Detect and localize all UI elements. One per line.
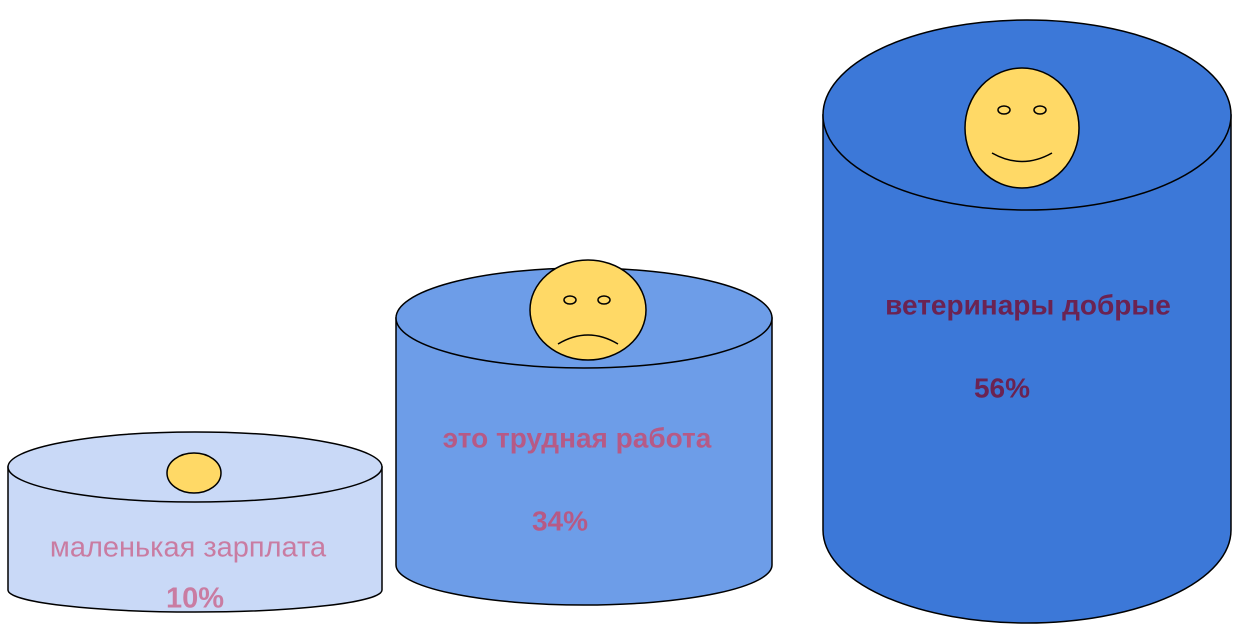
item-value: 56%	[974, 372, 1030, 403]
sad-face	[529, 259, 647, 361]
cylinder-small: маленькая зарплата 10%	[7, 431, 383, 615]
item-label: ветеринары добрые	[885, 289, 1171, 320]
eye	[1033, 105, 1047, 115]
happy-face	[964, 67, 1080, 189]
eye	[597, 295, 611, 305]
item-value: 10%	[166, 583, 224, 615]
eye	[997, 105, 1011, 115]
cylinder-body	[7, 466, 383, 613]
mouth	[991, 152, 1053, 163]
eye	[563, 295, 577, 305]
cylinder-medium: это трудная работа 34%	[395, 259, 773, 606]
cylinder-large: ветеринары добрые 56%	[822, 19, 1232, 624]
item-value: 34%	[532, 505, 588, 536]
item-label: маленькая зарплата	[50, 532, 327, 564]
cylinder-body	[395, 317, 773, 606]
mouth	[557, 334, 619, 345]
item-label: это трудная работа	[443, 422, 712, 453]
face	[166, 452, 222, 494]
cylinder-body	[822, 114, 1232, 624]
